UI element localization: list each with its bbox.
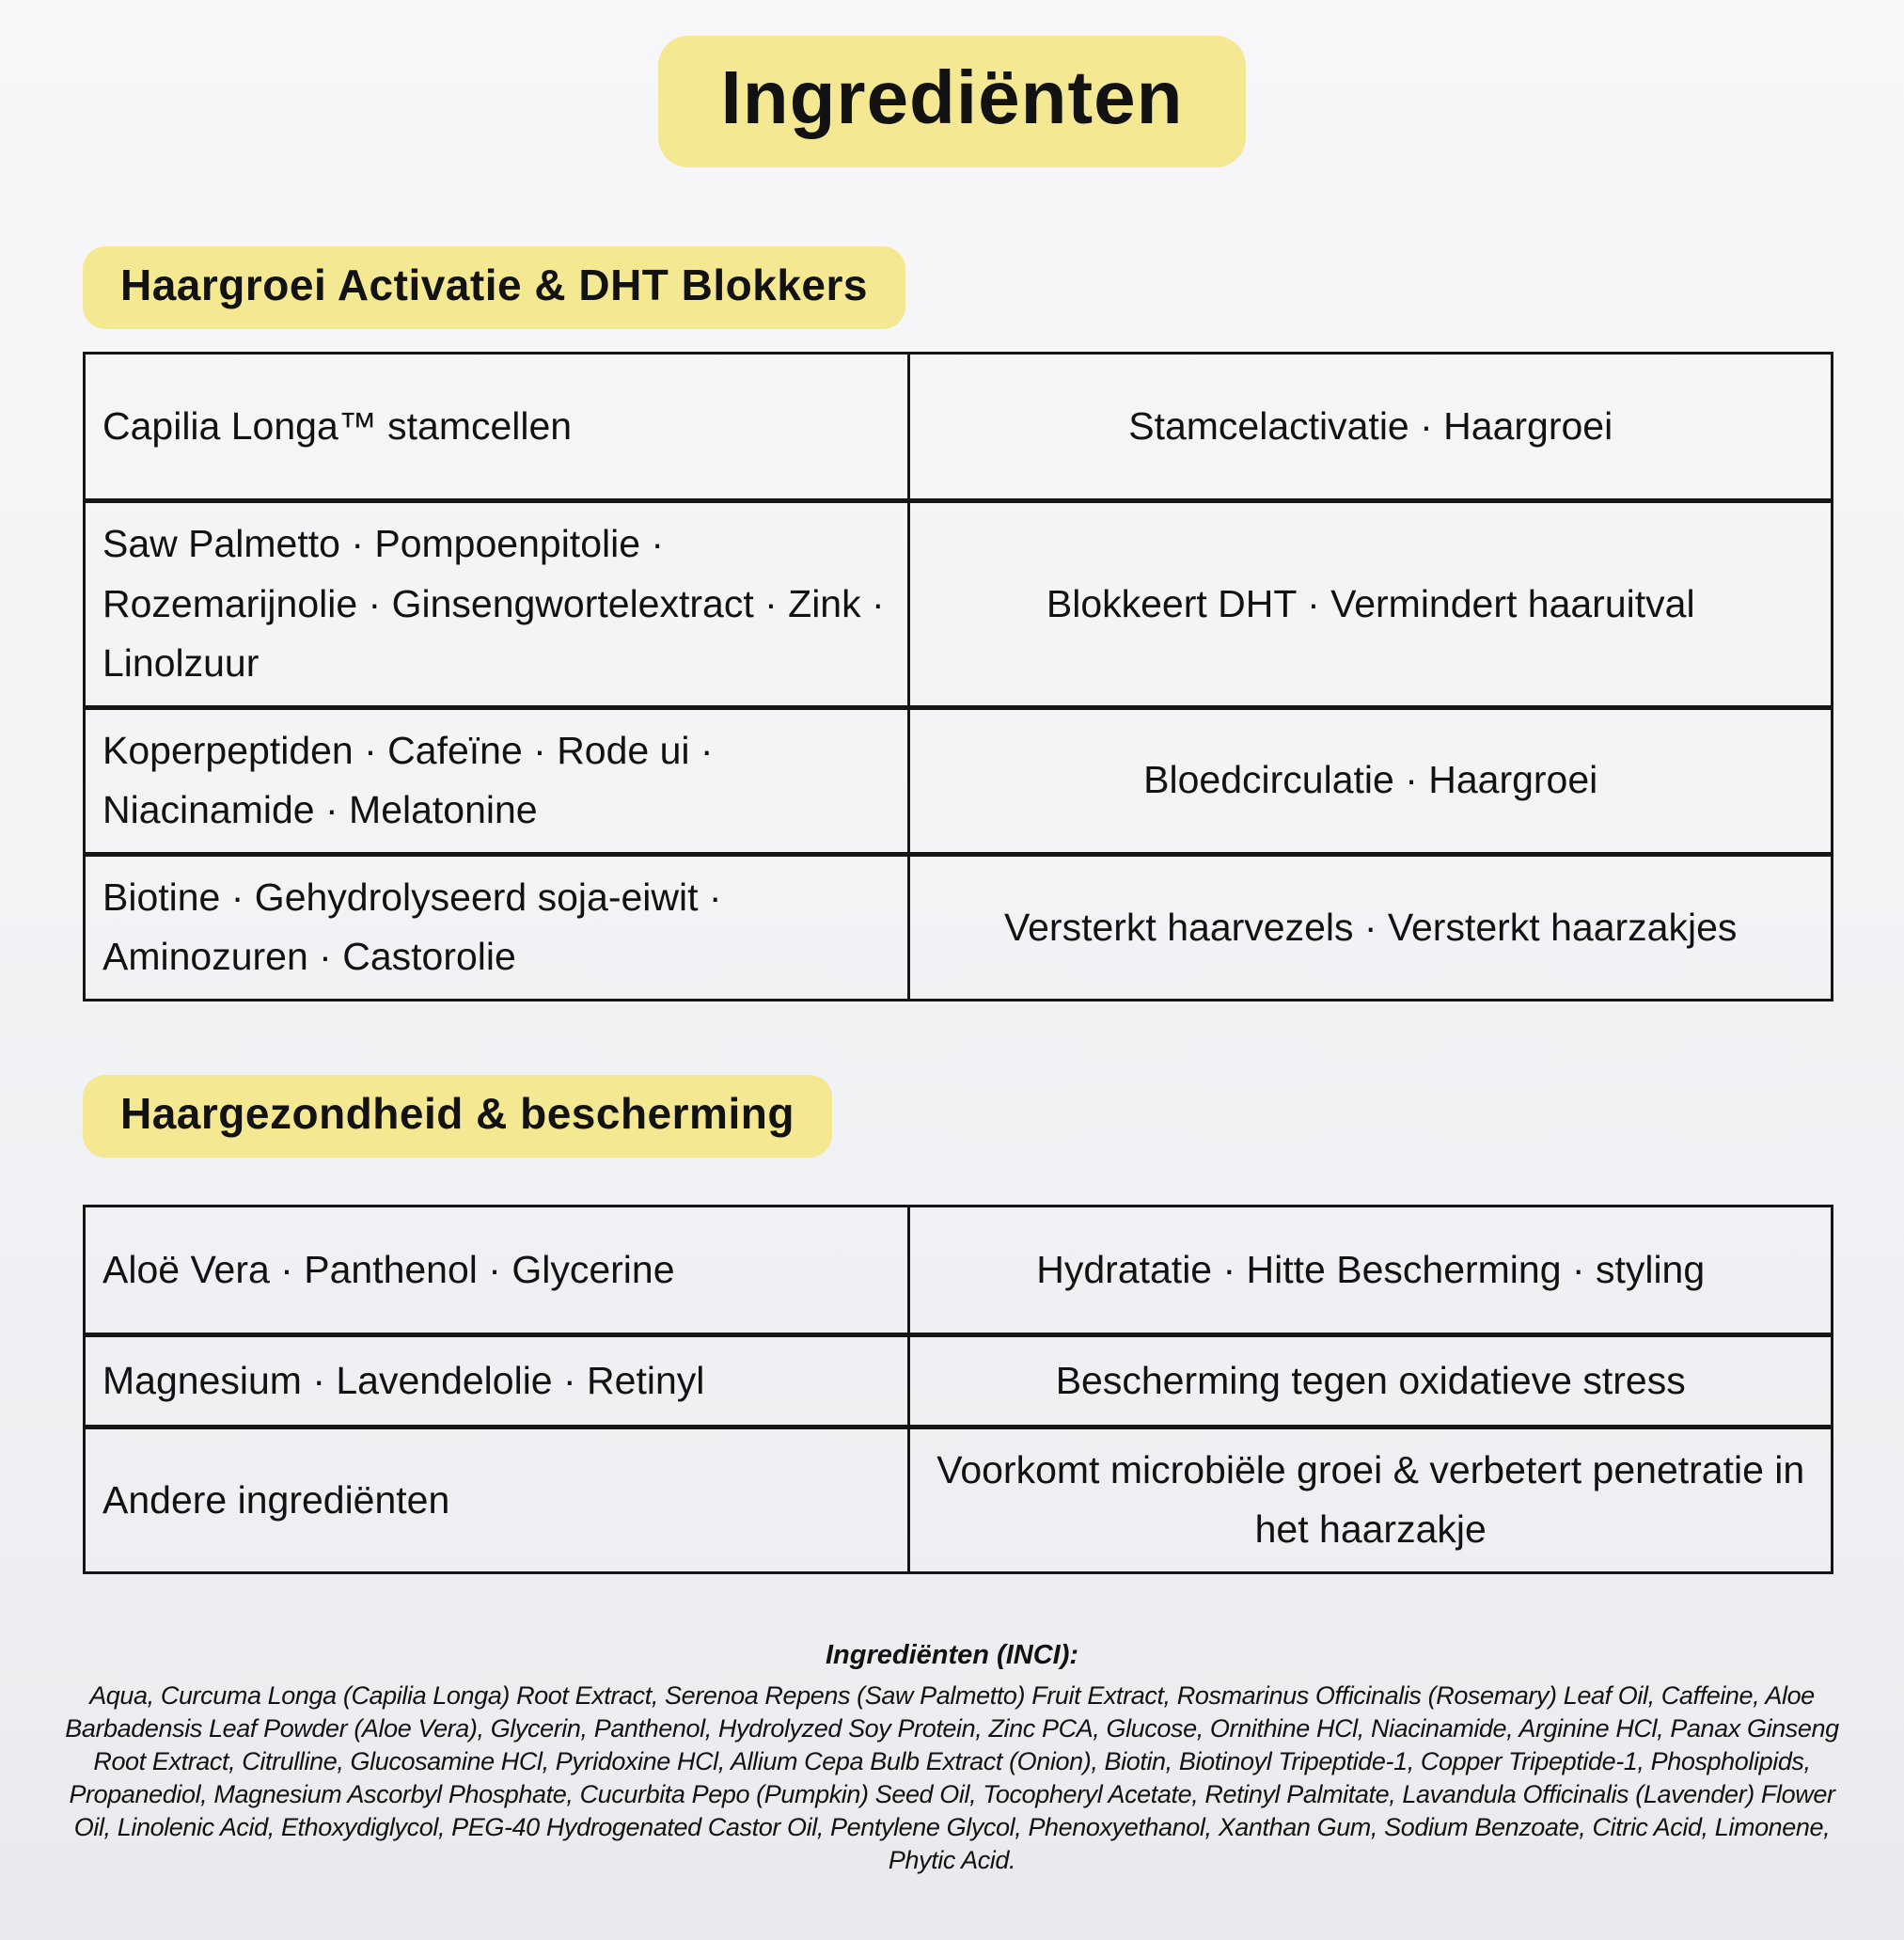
benefit-cell: Stamcelactivatie · Haargroei [907, 352, 1833, 502]
table-row: Biotine · Gehydrolyseerd soja-eiwit · Am… [82, 851, 1833, 1002]
ingredient-cell: Saw Palmetto · Pompoenpitolie · Rozemari… [82, 498, 911, 709]
section-hair-growth: Haargroei Activatie & DHT Blokkers Capil… [0, 246, 1904, 1002]
section-heading-dht-blockers: Haargroei Activatie & DHT Blokkers [83, 246, 906, 329]
ingredients-infographic: Ingrediënten Haargroei Activatie & DHT B… [0, 36, 1904, 1877]
inci-ingredient-list: Aqua, Curcuma Longa (Capilia Longa) Root… [65, 1680, 1839, 1875]
ingredient-cell: Koperpeptiden · Cafeïne · Rode ui · Niac… [82, 704, 911, 856]
ingredient-cell: Magnesium · Lavendelolie · Retinyl [82, 1332, 911, 1428]
table-row: Saw Palmetto · Pompoenpitolie · Rozemari… [82, 498, 1833, 709]
table-row: Magnesium · Lavendelolie · Retinyl Besch… [82, 1332, 1833, 1428]
benefit-cell: Bescherming tegen oxidatieve stress [907, 1332, 1833, 1428]
benefit-cell: Hydratatie · Hitte Bescherming · styling [907, 1204, 1833, 1336]
ingredient-cell: Capilia Longa™ stamcellen [82, 352, 911, 502]
ingredient-cell: Aloë Vera · Panthenol · Glycerine [82, 1204, 911, 1336]
ingredient-cell: Andere ingrediënten [82, 1424, 911, 1574]
benefit-cell: Versterkt haarvezels · Versterkt haarzak… [907, 851, 1833, 1002]
section-hair-health: Haargezondheid & bescherming Aloë Vera ·… [0, 1074, 1904, 1574]
table-row: Koperpeptiden · Cafeïne · Rode ui · Niac… [82, 704, 1833, 856]
benefit-cell: Bloedcirculatie · Haargroei [907, 704, 1833, 856]
page-title: Ingrediënten [658, 36, 1246, 167]
inci-footer: Ingrediënten (INCI): Aqua, Curcuma Longa… [0, 1640, 1904, 1878]
ingredients-table-health: Aloë Vera · Panthenol · Glycerine Hydrat… [82, 1204, 1833, 1574]
benefit-cell: Blokkeert DHT · Vermindert haaruitval [907, 498, 1833, 709]
ingredient-cell: Biotine · Gehydrolyseerd soja-eiwit · Am… [82, 851, 911, 1002]
section-heading-protection: Haargezondheid & bescherming [83, 1074, 832, 1158]
inci-heading: Ingrediënten (INCI): [825, 1639, 1079, 1670]
table-row: Aloë Vera · Panthenol · Glycerine Hydrat… [82, 1204, 1833, 1336]
table-row: Capilia Longa™ stamcellen Stamcelactivat… [82, 352, 1833, 502]
table-row: Andere ingrediënten Voorkomt microbiële … [82, 1424, 1833, 1574]
benefit-cell: Voorkomt microbiële groei & verbetert pe… [907, 1424, 1833, 1574]
ingredients-table-growth: Capilia Longa™ stamcellen Stamcelactivat… [82, 352, 1833, 1002]
